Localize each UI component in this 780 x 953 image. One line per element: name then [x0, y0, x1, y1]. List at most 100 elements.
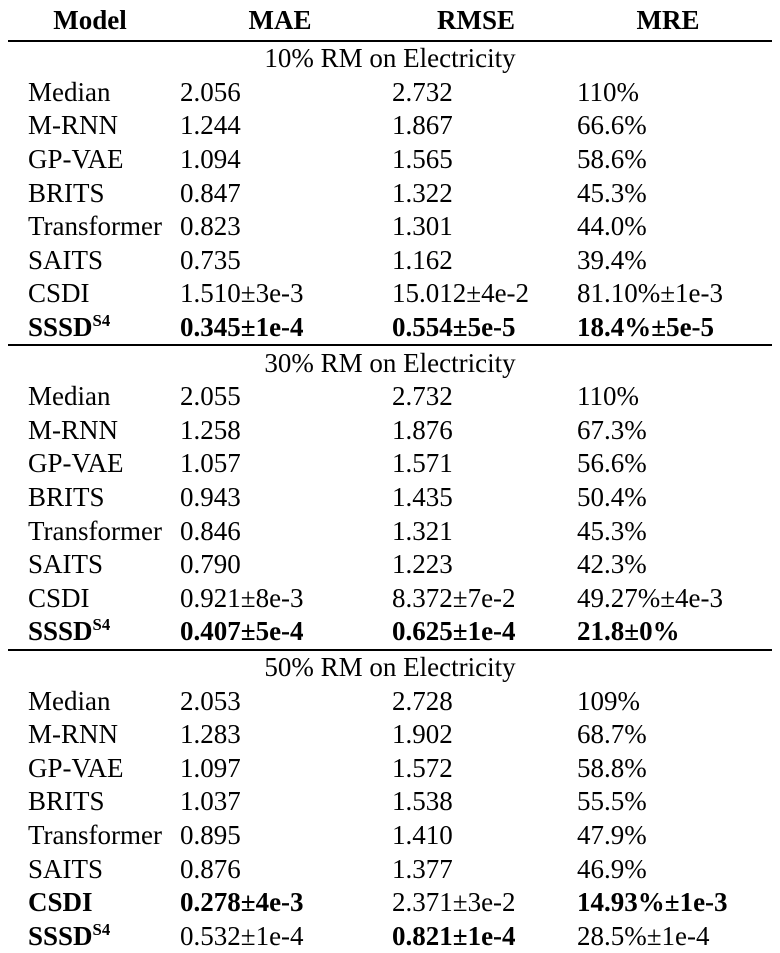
- cell-mre: 66.6%: [577, 110, 647, 141]
- cell-mre: 58.6%: [577, 144, 647, 175]
- column-header-mae: MAE: [172, 0, 388, 42]
- section-title: 50% RM on Electricity: [8, 648, 772, 685]
- cell-mre: 21.8±0%: [577, 616, 680, 647]
- cell-model: M-RNN: [28, 414, 119, 445]
- cell-mre: 110%: [577, 76, 639, 107]
- cell-model: Transformer: [28, 211, 162, 242]
- cell-model: BRITS: [28, 482, 105, 513]
- cell-rmse: 1.571: [392, 448, 453, 479]
- cell-rmse: 1.162: [392, 244, 453, 275]
- cell-model: Median: [28, 685, 111, 716]
- cell-mae: 2.055: [180, 381, 241, 412]
- cell-rmse: 1.321: [392, 515, 453, 546]
- table-row: Transformer 0.846 1.321 45.3%: [8, 514, 772, 548]
- cell-model: SSSDS4: [28, 615, 111, 647]
- cell-model: GP-VAE: [28, 144, 124, 175]
- cell-model: GP-VAE: [28, 752, 124, 783]
- cell-mae: 0.846: [180, 515, 241, 546]
- cell-mae: 0.943: [180, 482, 241, 513]
- cell-mae: 2.053: [180, 685, 241, 716]
- cell-model: Median: [28, 76, 111, 107]
- cell-mae: 2.056: [180, 76, 241, 107]
- cell-rmse: 1.322: [392, 177, 453, 208]
- table-row: Transformer 0.895 1.410 47.9%: [8, 819, 772, 853]
- cell-mre: 55.5%: [577, 786, 647, 817]
- cell-mre: 39.4%: [577, 244, 647, 275]
- table-row: Transformer 0.823 1.301 44.0%: [8, 210, 772, 244]
- cell-model: CSDI: [28, 887, 93, 918]
- column-header-model: Model: [8, 0, 172, 42]
- table-row: SSSDS4 0.345±1e-4 0.554±5e-5 18.4%±5e-5: [8, 311, 772, 346]
- cell-mae: 1.244: [180, 110, 241, 141]
- cell-rmse: 0.821±1e-4: [392, 920, 516, 951]
- cell-mae: 0.876: [180, 853, 241, 884]
- cell-mre: 49.27%±4e-3: [577, 582, 724, 613]
- table-row: Median 2.053 2.728 109%: [8, 684, 772, 718]
- cell-rmse: 0.554±5e-5: [392, 312, 516, 343]
- cell-rmse: 2.728: [392, 685, 453, 716]
- cell-mae: 1.057: [180, 448, 241, 479]
- cell-rmse: 1.565: [392, 144, 453, 175]
- table-row: M-RNN 1.258 1.876 67.3%: [8, 414, 772, 448]
- cell-rmse: 2.371±3e-2: [392, 887, 516, 918]
- cell-rmse: 0.625±1e-4: [392, 616, 516, 647]
- cell-rmse: 1.410: [392, 819, 453, 850]
- table-row: CSDI 0.278±4e-3 2.371±3e-2 14.93%±1e-3: [8, 886, 772, 920]
- model-superscript: S4: [92, 615, 111, 635]
- column-header-rmse: RMSE: [388, 0, 564, 42]
- table-row: BRITS 0.847 1.322 45.3%: [8, 176, 772, 210]
- cell-rmse: 1.867: [392, 110, 453, 141]
- table-row: SSSDS4 0.407±5e-4 0.625±1e-4 21.8±0%: [8, 615, 772, 650]
- results-table-body: 10% RM on Electricity Median 2.056 2.732 110…: [8, 40, 772, 953]
- cell-mre: 110%: [577, 381, 639, 412]
- cell-mae: 1.510±3e-3: [180, 278, 304, 309]
- table-row: SAITS 0.790 1.223 42.3%: [8, 548, 772, 582]
- model-superscript: S4: [92, 311, 111, 331]
- section-header-row: 10% RM on Electricity: [8, 40, 772, 76]
- cell-model: SSSDS4: [28, 311, 111, 343]
- cell-rmse: 2.732: [392, 76, 453, 107]
- cell-mae: 1.097: [180, 752, 241, 783]
- table-row: GP-VAE 1.057 1.571 56.6%: [8, 447, 772, 481]
- section-title: 10% RM on Electricity: [8, 40, 772, 76]
- cell-mae: 1.037: [180, 786, 241, 817]
- cell-mae: 0.407±5e-4: [180, 616, 304, 647]
- cell-model: Transformer: [28, 819, 162, 850]
- cell-mre: 45.3%: [577, 177, 647, 208]
- cell-mae: 0.823: [180, 211, 241, 242]
- table-row: SSSDS4 0.532±1e-4 0.821±1e-4 28.5%±1e-4: [8, 919, 772, 953]
- cell-rmse: 1.876: [392, 414, 453, 445]
- cell-mre: 109%: [577, 685, 640, 716]
- table-header: Model MAE RMSE MRE: [8, 0, 772, 42]
- cell-rmse: 1.377: [392, 853, 453, 884]
- table-row: BRITS 1.037 1.538 55.5%: [8, 785, 772, 819]
- cell-mre: 50.4%: [577, 482, 647, 513]
- cell-mae: 0.532±1e-4: [180, 920, 304, 951]
- cell-mae: 0.790: [180, 549, 241, 580]
- cell-mre: 14.93%±1e-3: [577, 887, 728, 918]
- cell-model: M-RNN: [28, 110, 119, 141]
- cell-model: SAITS: [28, 549, 104, 580]
- table-row: M-RNN 1.283 1.902 68.7%: [8, 718, 772, 752]
- table-row: BRITS 0.943 1.435 50.4%: [8, 481, 772, 515]
- cell-model: BRITS: [28, 177, 105, 208]
- cell-mre: 68.7%: [577, 719, 647, 750]
- cell-mre: 47.9%: [577, 819, 647, 850]
- cell-mre: 58.8%: [577, 752, 647, 783]
- cell-mre: 42.3%: [577, 549, 647, 580]
- section-header-row: 30% RM on Electricity: [8, 344, 772, 380]
- table-row: Median 2.056 2.732 110%: [8, 76, 772, 110]
- cell-mae: 0.345±1e-4: [180, 312, 304, 343]
- cell-mae: 0.735: [180, 244, 241, 275]
- cell-rmse: 1.538: [392, 786, 453, 817]
- table-row: M-RNN 1.244 1.867 66.6%: [8, 109, 772, 143]
- cell-model: CSDI: [28, 278, 90, 309]
- table-row: GP-VAE 1.094 1.565 58.6%: [8, 143, 772, 177]
- cell-mae: 0.847: [180, 177, 241, 208]
- cell-model: SAITS: [28, 853, 104, 884]
- cell-model: Transformer: [28, 515, 162, 546]
- model-superscript: S4: [92, 919, 111, 939]
- cell-rmse: 1.301: [392, 211, 453, 242]
- cell-rmse: 1.572: [392, 752, 453, 783]
- cell-model: SAITS: [28, 244, 104, 275]
